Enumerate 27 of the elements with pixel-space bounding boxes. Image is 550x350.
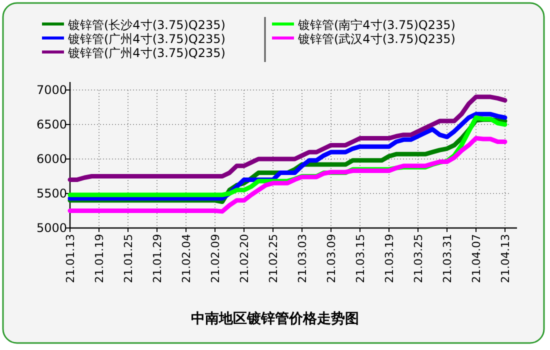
legend-label: 镀锌管(长沙4寸(3.75)Q235) [67, 18, 226, 32]
y-tick-label: 5500 [36, 186, 67, 200]
legend-label: 镀锌管(广州4寸(3.75)Q235) [67, 46, 226, 60]
x-tick-label: 21.02.04 [180, 234, 193, 283]
y-tick-label: 6500 [36, 118, 67, 132]
legend-label: 镀锌管(武汉4寸(3.75)Q235) [297, 32, 456, 46]
y-tick-label: 6000 [36, 152, 67, 166]
x-tick-label: 21.03.03 [296, 234, 309, 283]
y-tick-label: 5000 [36, 221, 67, 235]
x-tick-label: 21.03.31 [441, 234, 454, 283]
x-tick-label: 21.01.25 [122, 234, 135, 283]
text: 中南地区镀锌管价格走势图 [191, 310, 359, 327]
x-tick-label: 21.03.15 [354, 234, 367, 283]
legend-label: 镀锌管(南宁4寸(3.75)Q235) [297, 18, 456, 32]
legend-label: 镀锌管(广州4寸(3.75)Q235) [67, 32, 226, 46]
x-tick-label: 21.02.25 [267, 234, 280, 283]
x-tick-label: 21.01.29 [151, 234, 164, 283]
x-tick-label: 21.02.09 [209, 234, 222, 283]
x-tick-label: 21.01.19 [93, 234, 106, 283]
y-tick-label: 7000 [36, 83, 67, 97]
x-tick-label: 21.03.19 [383, 234, 396, 283]
x-tick-label: 21.03.25 [412, 234, 425, 283]
x-tick-label: 21.01.13 [64, 234, 77, 283]
x-tick-label: 21.02.20 [238, 234, 251, 283]
x-tick-label: 21.04.13 [499, 234, 512, 283]
x-tick-label: 21.04.07 [470, 234, 483, 283]
x-tick-label: 21.03.09 [325, 234, 338, 283]
